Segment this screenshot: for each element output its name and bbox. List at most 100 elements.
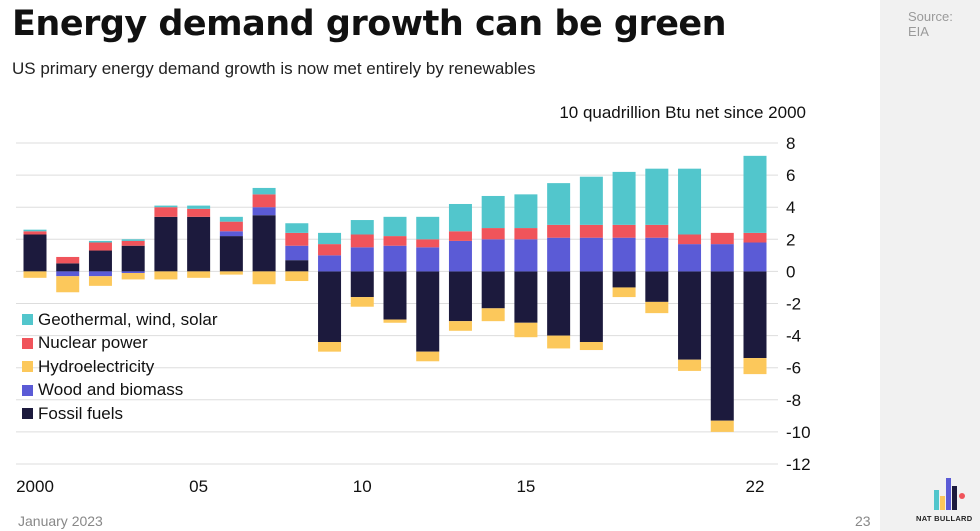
- bar-segment-wood-and-biomass: [547, 237, 571, 272]
- bar-segment-nuclear-power: [416, 239, 440, 248]
- legend-label: Nuclear power: [38, 333, 148, 353]
- x-tick-label: 05: [189, 477, 208, 496]
- legend-swatch: [22, 408, 33, 420]
- bar-segment-geothermal-wind-solar: [88, 240, 112, 243]
- bar-segment-geothermal-wind-solar: [318, 232, 342, 245]
- bar-segment-geothermal-wind-solar: [416, 216, 440, 240]
- y-axis-ticks: 8 6 4 2 0 -2 -4 -6 -8 -10 -12: [786, 134, 811, 474]
- y-tick-label: -2: [786, 295, 801, 314]
- legend-swatch: [22, 337, 33, 349]
- bar-segment-nuclear-power: [514, 228, 538, 240]
- bar-segment-fossil-fuels: [154, 216, 178, 272]
- bar-segment-hydroelectricity: [710, 420, 734, 432]
- y-tick-label: 4: [786, 198, 795, 217]
- y-tick-label: -8: [786, 391, 801, 410]
- bar-segment-wood-and-biomass: [318, 255, 342, 272]
- bar-segment-nuclear-power: [645, 224, 669, 238]
- legend-label: Wood and biomass: [38, 380, 184, 400]
- legend-label: Geothermal, wind, solar: [38, 309, 218, 329]
- bar-segment-wood-and-biomass: [383, 245, 407, 272]
- bar-segment-nuclear-power: [710, 232, 734, 245]
- bar-segment-fossil-fuels: [612, 271, 636, 288]
- x-tick-label: 10: [353, 477, 372, 496]
- bar-segment-wood-and-biomass: [252, 207, 276, 216]
- bar-segment-geothermal-wind-solar: [187, 205, 211, 209]
- bar-segment-wood-and-biomass: [579, 237, 603, 272]
- chart-title: Energy demand growth can be green: [12, 4, 727, 44]
- bar-segment-geothermal-wind-solar: [514, 194, 538, 229]
- bar-segment-hydroelectricity: [187, 271, 211, 278]
- y-tick-label: -6: [786, 359, 801, 378]
- bar-segment-nuclear-power: [350, 234, 374, 248]
- bar-segment-fossil-fuels: [318, 271, 342, 343]
- chart-legend: Geothermal, wind, solar Nuclear power Hydr…: [22, 308, 218, 426]
- bar-segment-wood-and-biomass: [481, 239, 505, 272]
- bar-segment-fossil-fuels: [448, 271, 472, 322]
- bar-segment-fossil-fuels: [350, 271, 374, 298]
- bar-segment-fossil-fuels: [88, 250, 112, 272]
- bar-segment-geothermal-wind-solar: [579, 176, 603, 225]
- page-number: 23: [855, 513, 871, 529]
- bar-segment-geothermal-wind-solar: [645, 168, 669, 225]
- legend-swatch: [22, 361, 33, 373]
- bar-segment-fossil-fuels: [645, 271, 669, 302]
- bar-segment-hydroelectricity: [154, 271, 178, 280]
- bar-segment-wood-and-biomass: [612, 237, 636, 272]
- bar-segment-wood-and-biomass: [514, 239, 538, 272]
- bar-segment-nuclear-power: [88, 242, 112, 251]
- brand-logo-icon: [934, 478, 965, 510]
- bar-segment-nuclear-power: [56, 256, 80, 264]
- bar-segment-wood-and-biomass: [743, 242, 767, 272]
- bar-segment-wood-and-biomass: [88, 271, 112, 277]
- bar-segment-fossil-fuels: [710, 271, 734, 421]
- bar-segment-wood-and-biomass: [448, 240, 472, 272]
- bar-segment-wood-and-biomass: [56, 271, 80, 277]
- bar-segment-fossil-fuels: [547, 271, 571, 336]
- bar-segment-wood-and-biomass: [710, 244, 734, 272]
- bar-segment-fossil-fuels: [678, 271, 702, 360]
- source-value: EIA: [908, 24, 929, 39]
- bar-segment-hydroelectricity: [56, 276, 80, 293]
- bar-segment-fossil-fuels: [416, 271, 440, 352]
- bar-segment-fossil-fuels: [383, 271, 407, 320]
- y-tick-label: 2: [786, 230, 795, 249]
- bar-segment-fossil-fuels: [56, 263, 80, 272]
- bar-segment-hydroelectricity: [285, 271, 309, 282]
- bar-segment-geothermal-wind-solar: [154, 205, 178, 208]
- bar-segment-geothermal-wind-solar: [547, 183, 571, 225]
- bar-segment-geothermal-wind-solar: [350, 220, 374, 235]
- bar-segment-nuclear-power: [612, 224, 636, 238]
- bar-segment-nuclear-power: [579, 224, 603, 238]
- bar-segment-wood-and-biomass: [285, 245, 309, 261]
- source-note: Source: EIA: [908, 9, 953, 39]
- x-tick-label: 15: [516, 477, 535, 496]
- bar-segment-hydroelectricity: [252, 271, 276, 285]
- side-panel: [880, 0, 980, 531]
- bar-segment-geothermal-wind-solar: [23, 229, 47, 232]
- bar-segment-nuclear-power: [547, 224, 571, 238]
- bar-segment-nuclear-power: [187, 208, 211, 217]
- x-axis-ticks: 2000 05 10 15 22: [16, 477, 764, 496]
- bar-segment-nuclear-power: [23, 231, 47, 235]
- bar-segment-geothermal-wind-solar: [252, 187, 276, 195]
- x-tick-label: 22: [746, 477, 765, 496]
- bar-segment-fossil-fuels: [514, 271, 538, 323]
- bar-segment-wood-and-biomass: [350, 247, 374, 272]
- bar-segment-fossil-fuels: [219, 236, 243, 272]
- bar-segment-fossil-fuels: [23, 234, 47, 272]
- bar-segment-nuclear-power: [383, 236, 407, 246]
- bar-segment-hydroelectricity: [448, 321, 472, 331]
- x-tick-label: 2000: [16, 477, 54, 496]
- bar-segment-hydroelectricity: [88, 276, 112, 286]
- legend-swatch: [22, 314, 33, 326]
- bar-segment-nuclear-power: [448, 231, 472, 241]
- bar-segment-geothermal-wind-solar: [383, 216, 407, 237]
- brand-name: NAT BULLARD: [916, 514, 973, 523]
- bar-segment-fossil-fuels: [285, 260, 309, 272]
- bar-segment-geothermal-wind-solar: [219, 216, 243, 222]
- bar-segment-hydroelectricity: [416, 351, 440, 362]
- bar-segment-geothermal-wind-solar: [678, 168, 702, 235]
- bar-segment-nuclear-power: [121, 240, 145, 246]
- bar-segment-geothermal-wind-solar: [121, 239, 145, 241]
- legend-item: Wood and biomass: [22, 379, 218, 403]
